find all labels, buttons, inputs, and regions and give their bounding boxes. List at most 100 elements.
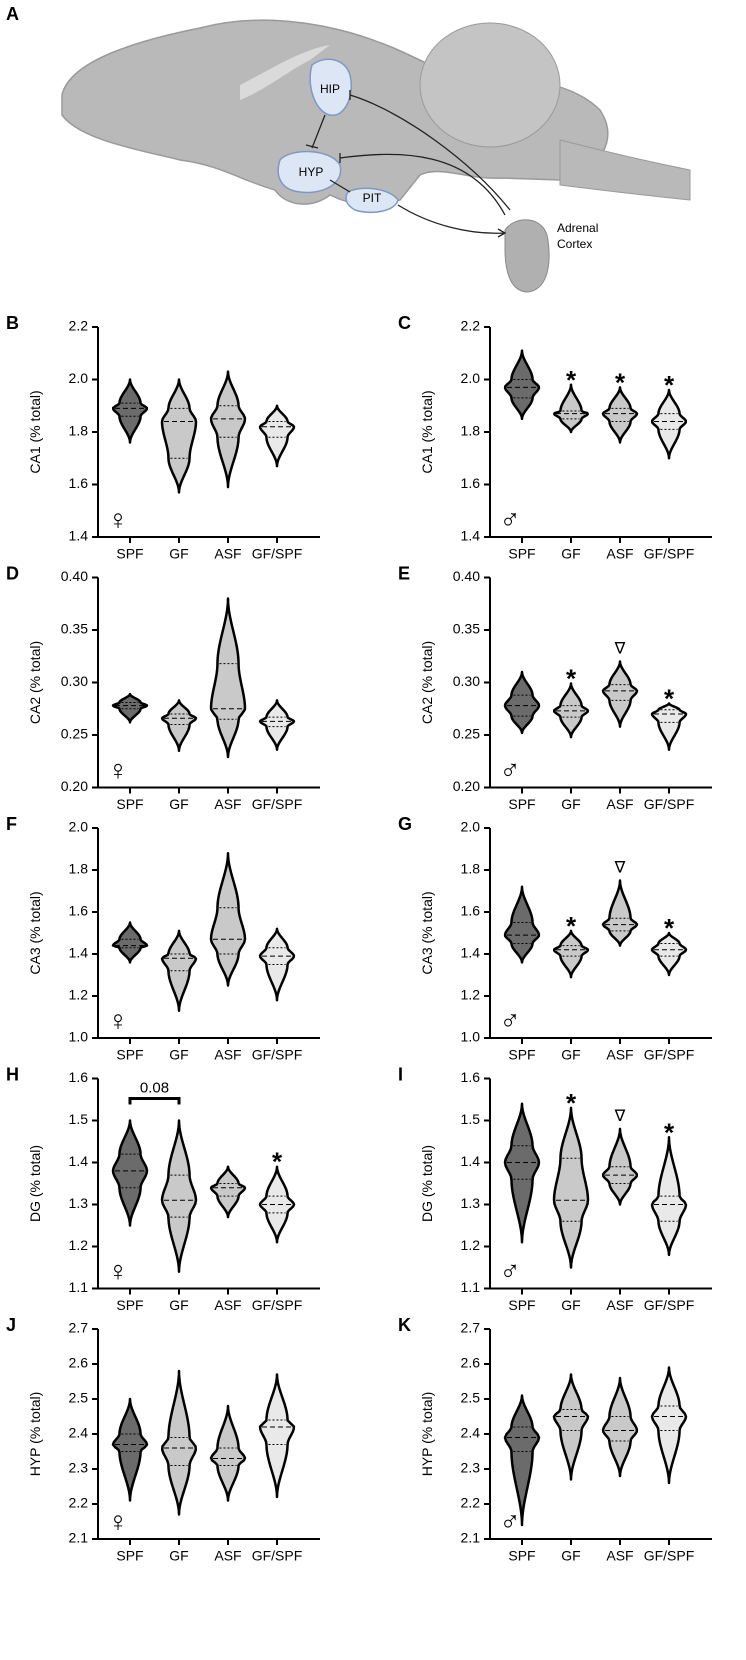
y-axis-label: CA2 (% total) [27, 641, 43, 724]
x-tick-label: GF/SPF [252, 1047, 303, 1063]
y-tick-label: 1.2 [461, 987, 481, 1003]
x-tick-label: GF [169, 796, 188, 812]
y-axis-label: CA3 (% total) [27, 891, 43, 974]
hip-region [309, 58, 352, 116]
y-tick-label: 1.4 [461, 528, 481, 544]
node-label: HIP [320, 82, 340, 96]
node-label: HYP [299, 165, 324, 179]
y-tick-label: 1.2 [461, 1237, 481, 1253]
y-tick-label: 1.8 [461, 423, 481, 439]
y-tick-label: 2.1 [461, 1530, 481, 1546]
y-tick-label: 1.6 [69, 903, 89, 919]
sex-symbol: ♂ [500, 1506, 521, 1537]
y-tick-label: 1.0 [69, 1029, 89, 1045]
y-tick-label: 1.1 [461, 1279, 481, 1295]
bracket [128, 1097, 181, 1105]
violin [209, 851, 247, 987]
x-tick-label: SPF [116, 1297, 143, 1313]
violin [160, 378, 198, 494]
sex-symbol: ♂ [500, 504, 521, 535]
panel-letter: I [398, 1065, 403, 1085]
arrows [305, 90, 511, 238]
x-tick-label: SPF [508, 546, 535, 562]
y-tick-label: 2.2 [461, 318, 481, 334]
violin [503, 1394, 541, 1527]
sex-symbol: ♂ [500, 1005, 521, 1036]
significance: * [566, 1088, 577, 1118]
y-tick-label: 1.5 [69, 1111, 89, 1127]
x-tick-label: GF/SPF [252, 546, 303, 562]
panel-letter: C [398, 313, 411, 333]
y-tick-label: 1.2 [69, 1237, 89, 1253]
panel-letter: A [6, 4, 19, 24]
x-tick-label: ASF [214, 796, 241, 812]
node-label: Adrenal [557, 221, 598, 235]
ventricle [240, 45, 330, 100]
kidney [504, 219, 550, 293]
y-tick-label: 1.6 [69, 475, 89, 491]
violin [650, 1366, 688, 1485]
panel-letter: B [6, 313, 19, 333]
significance: * [664, 684, 675, 714]
x-tick-label: SPF [116, 1047, 143, 1063]
y-tick-label: 2.2 [69, 318, 89, 334]
sex-symbol: ♀ [108, 504, 129, 535]
y-axis-label: DG (% total) [27, 1145, 43, 1222]
violin [111, 1119, 149, 1227]
y-axis-label: HYP (% total) [419, 1392, 435, 1477]
x-tick-label: GF [169, 546, 188, 562]
significance: ∇ [614, 860, 626, 877]
y-axis-label: CA3 (% total) [419, 891, 435, 974]
significance: * [566, 911, 577, 941]
y-tick-label: 0.30 [61, 673, 88, 689]
panel-letter: D [6, 564, 19, 584]
violin [160, 699, 198, 752]
y-tick-label: 2.7 [69, 1320, 89, 1336]
y-axis-label: DG (% total) [419, 1145, 435, 1222]
x-tick-label: GF/SPF [252, 1548, 303, 1564]
violin [601, 1376, 639, 1478]
x-tick-label: GF/SPF [644, 1047, 695, 1063]
y-tick-label: 1.8 [69, 861, 89, 877]
bracket-label: 0.08 [140, 1080, 169, 1097]
significance: * [272, 1147, 283, 1177]
x-tick-label: ASF [214, 546, 241, 562]
node-label: PIT [363, 191, 382, 205]
x-tick-label: SPF [116, 796, 143, 812]
brain-diagram: A HIP HYP PIT Adrenal Cortex [6, 4, 691, 293]
x-tick-label: ASF [606, 1047, 633, 1063]
y-tick-label: 1.8 [69, 423, 89, 439]
y-tick-label: 2.3 [69, 1460, 89, 1476]
y-tick-label: 2.5 [69, 1390, 89, 1406]
y-tick-label: 2.2 [69, 1495, 89, 1511]
sex-symbol: ♀ [108, 1506, 129, 1537]
violin [503, 670, 541, 735]
x-tick-label: SPF [116, 546, 143, 562]
x-tick-label: ASF [214, 1548, 241, 1564]
node-label: Cortex [557, 237, 592, 251]
significance: * [664, 370, 675, 400]
y-tick-label: 1.6 [461, 903, 481, 919]
y-tick-label: 1.0 [461, 1029, 481, 1045]
sex-symbol: ♂ [500, 755, 521, 786]
y-tick-label: 2.0 [461, 370, 481, 386]
y-tick-label: 1.3 [69, 1195, 89, 1211]
x-tick-label: GF [169, 1548, 188, 1564]
y-tick-label: 0.20 [61, 778, 88, 794]
violin [209, 1165, 247, 1219]
x-tick-label: GF/SPF [644, 1548, 695, 1564]
violin [209, 1404, 247, 1502]
y-tick-label: 2.7 [461, 1320, 481, 1336]
significance: * [566, 664, 577, 694]
x-tick-label: GF [561, 1548, 580, 1564]
y-tick-label: 2.5 [461, 1390, 481, 1406]
x-tick-label: GF [561, 1297, 580, 1313]
y-axis-label: CA1 (% total) [27, 390, 43, 473]
violin [552, 929, 590, 979]
sex-symbol: ♀ [108, 1005, 129, 1036]
significance: * [664, 1117, 675, 1147]
significance: * [664, 913, 675, 943]
panel-letter: G [398, 814, 412, 834]
y-axis-label: CA2 (% total) [419, 641, 435, 724]
